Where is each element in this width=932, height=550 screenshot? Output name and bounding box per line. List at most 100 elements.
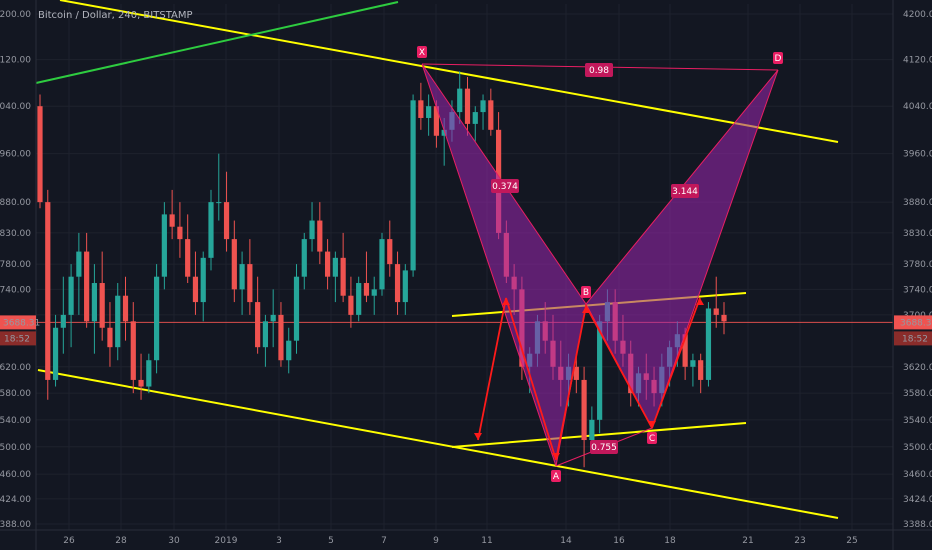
support-line[interactable] xyxy=(451,422,747,448)
svg-text:3.144: 3.144 xyxy=(672,187,698,197)
candle-body xyxy=(84,251,90,322)
candle xyxy=(457,71,463,124)
candle-body xyxy=(441,129,447,136)
ratio-label[interactable]: 0.374 xyxy=(491,179,519,193)
candle-body xyxy=(371,289,377,296)
time-tick-label: 3 xyxy=(276,536,282,546)
candle xyxy=(426,94,432,136)
ratio-label[interactable]: 3.144 xyxy=(671,184,699,198)
candle-body xyxy=(200,257,206,303)
upper-trendline[interactable] xyxy=(59,0,839,143)
candle-body xyxy=(705,308,712,380)
candle-body xyxy=(185,239,191,277)
svg-text:B: B xyxy=(583,288,589,298)
candle xyxy=(394,251,401,315)
pattern-point-d[interactable]: D xyxy=(773,52,783,64)
pattern-bcd[interactable] xyxy=(585,69,779,430)
candle-body xyxy=(52,327,59,380)
candle xyxy=(690,353,696,387)
price-tick-label-left: 3830.00 xyxy=(0,229,31,239)
candle-body xyxy=(255,302,261,348)
candle-body xyxy=(107,327,113,348)
candle-body xyxy=(597,321,603,420)
harmonic-pattern[interactable]: X A B C D 0.374 0.755 3.144 0.98 xyxy=(417,46,783,482)
candle-body xyxy=(208,202,214,258)
time-tick-label: 2019 xyxy=(215,536,238,546)
pattern-point-a[interactable]: A xyxy=(551,470,561,482)
red-arrow-path[interactable] xyxy=(651,297,701,429)
candle xyxy=(464,76,471,136)
candle xyxy=(192,251,199,315)
time-tick-label: 16 xyxy=(613,536,625,546)
candle xyxy=(371,276,377,315)
arrow-head xyxy=(648,421,656,428)
ratio-label[interactable]: 0.98 xyxy=(585,63,613,77)
ratio-label[interactable]: 0.755 xyxy=(590,440,618,454)
candle-body xyxy=(138,379,144,387)
time-tick-label: 25 xyxy=(846,536,857,546)
candle xyxy=(698,353,704,394)
candle-body xyxy=(115,295,121,348)
candle xyxy=(348,276,354,328)
candle xyxy=(107,302,113,367)
candle xyxy=(410,94,416,277)
price-tick-label-left: 4120.00 xyxy=(0,56,31,66)
candle xyxy=(317,202,323,265)
candle-body xyxy=(76,251,82,277)
candle xyxy=(255,276,261,354)
candle xyxy=(177,202,183,258)
price-tick-label-left: 4200.00 xyxy=(0,10,31,20)
candle-body xyxy=(472,112,478,124)
green-trendline[interactable] xyxy=(35,1,399,84)
price-tick-label: 3424.00 xyxy=(903,495,932,505)
candle-body xyxy=(488,100,494,130)
time-tick-label: 9 xyxy=(433,536,439,546)
candle-body xyxy=(379,239,385,290)
candle-body xyxy=(713,308,719,315)
candle-body xyxy=(394,264,401,303)
price-tick-label-left: 3424.00 xyxy=(0,495,31,505)
time-tick-label: 26 xyxy=(63,536,75,546)
candle-body xyxy=(169,214,175,227)
candle xyxy=(138,353,144,400)
candle xyxy=(52,314,59,387)
arrow-head xyxy=(474,433,482,440)
price-tick-label: 3620.00 xyxy=(903,363,932,373)
candle-body xyxy=(581,379,587,441)
svg-text:0.98: 0.98 xyxy=(589,66,609,76)
price-tick-label: 3500.00 xyxy=(903,443,932,453)
candle-body xyxy=(340,257,346,296)
chart-title: Bitcoin / Dollar, 240, BITSTAMP xyxy=(38,10,193,21)
candle-body xyxy=(223,202,230,240)
pattern-point-c[interactable]: C xyxy=(647,432,657,444)
candle xyxy=(91,264,98,354)
price-tick-label: 3830.00 xyxy=(903,229,932,239)
candle-body xyxy=(433,106,440,136)
candle-body xyxy=(239,264,245,290)
candle-body xyxy=(682,334,688,367)
price-tick-label: 3880.00 xyxy=(903,198,932,208)
time-axis[interactable]: 26 28 30 2019 3 5 7 9 11 14 16 18 21 23 25 xyxy=(63,536,857,546)
time-tick-label: 5 xyxy=(328,536,334,546)
pattern-point-b[interactable]: B xyxy=(581,286,591,298)
candle-body xyxy=(698,360,704,380)
price-tick-label: 4120.00 xyxy=(903,56,932,66)
candle xyxy=(239,251,245,315)
candle-body xyxy=(247,264,253,303)
pattern-xab[interactable] xyxy=(421,63,587,467)
candle xyxy=(379,232,385,296)
lower-trendline[interactable] xyxy=(37,369,839,519)
candle-body xyxy=(426,106,432,118)
pattern-point-x[interactable]: X xyxy=(417,46,427,58)
time-tick-label: 7 xyxy=(381,536,387,546)
price-tick-label-left: 3620.00 xyxy=(0,363,31,373)
candle xyxy=(332,251,338,303)
candle-body xyxy=(122,295,129,322)
candle xyxy=(99,251,105,341)
price-tick-label-left: 3960.00 xyxy=(0,150,31,160)
candle-body xyxy=(480,100,486,113)
price-tick-label-left: 4040.00 xyxy=(0,102,31,112)
